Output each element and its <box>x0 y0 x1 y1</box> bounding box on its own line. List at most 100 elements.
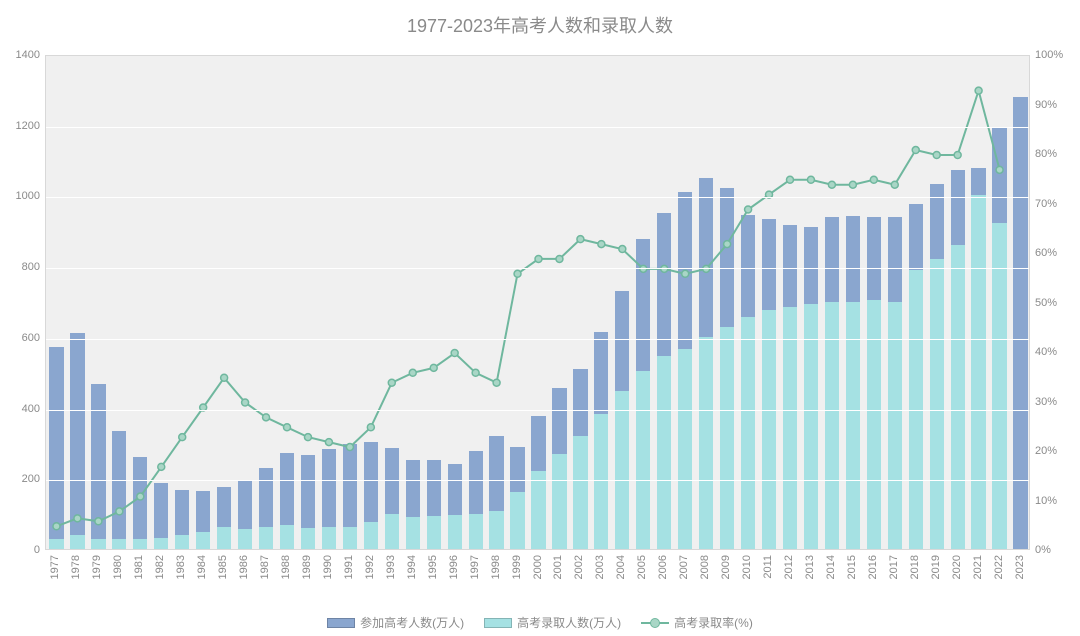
rate-marker <box>388 379 395 386</box>
x-tick-year: 2019 <box>930 555 942 579</box>
x-tick-year: 2022 <box>993 555 1005 579</box>
rate-marker <box>158 463 165 470</box>
rate-marker <box>304 434 311 441</box>
x-tick-year: 1996 <box>448 555 460 579</box>
x-tick-year: 1999 <box>511 555 523 579</box>
x-tick-year: 2008 <box>699 555 711 579</box>
x-tick-year: 2017 <box>888 555 900 579</box>
rate-marker <box>221 374 228 381</box>
rate-marker <box>598 241 605 248</box>
rate-marker <box>891 181 898 188</box>
rate-marker <box>409 369 416 376</box>
rate-line <box>46 56 1029 549</box>
rate-marker <box>284 424 291 431</box>
x-tick-year: 2013 <box>804 555 816 579</box>
rate-marker <box>53 523 60 530</box>
gridline <box>46 197 1029 198</box>
rate-marker <box>807 176 814 183</box>
y-right-tick: 70% <box>1035 198 1075 210</box>
gridline <box>46 410 1029 411</box>
x-tick-year: 2003 <box>594 555 606 579</box>
y-right-tick: 100% <box>1035 49 1075 61</box>
y-right-tick: 60% <box>1035 247 1075 259</box>
y-right-tick: 50% <box>1035 297 1075 309</box>
x-tick-year: 2020 <box>951 555 963 579</box>
x-tick-year: 1980 <box>112 555 124 579</box>
x-tick-year: 1991 <box>343 555 355 579</box>
legend-label-participants: 参加高考人数(万人) <box>360 614 464 631</box>
legend-item-rate: 高考录取率(%) <box>641 614 753 631</box>
rate-line-path <box>57 91 1000 527</box>
rate-marker <box>325 439 332 446</box>
x-tick-year: 2023 <box>1014 555 1026 579</box>
y-left-tick: 600 <box>0 332 40 344</box>
x-tick-year: 2012 <box>783 555 795 579</box>
legend-item-admitted: 高考录取人数(万人) <box>484 614 621 631</box>
chart-title: 1977-2023年高考人数和录取人数 <box>0 12 1080 38</box>
rate-marker <box>724 241 731 248</box>
rate-marker <box>996 166 1003 173</box>
legend-item-participants: 参加高考人数(万人) <box>327 614 464 631</box>
rate-marker <box>367 424 374 431</box>
rate-marker <box>745 206 752 213</box>
x-tick-year: 2001 <box>552 555 564 579</box>
rate-marker <box>179 434 186 441</box>
y-right-tick: 90% <box>1035 99 1075 111</box>
y-right-tick: 10% <box>1035 495 1075 507</box>
x-tick-year: 1993 <box>385 555 397 579</box>
x-tick-year: 2010 <box>741 555 753 579</box>
x-tick-year: 1998 <box>490 555 502 579</box>
rate-marker <box>242 399 249 406</box>
rate-marker <box>619 246 626 253</box>
chart-container: 1977-2023年高考人数和录取人数 参加高考人数(万人) 高考录取人数(万人… <box>0 0 1080 636</box>
y-left-tick: 0 <box>0 544 40 556</box>
rate-marker <box>954 152 961 159</box>
rate-marker <box>346 444 353 451</box>
x-tick-year: 1986 <box>238 555 250 579</box>
y-left-tick: 800 <box>0 261 40 273</box>
x-tick-year: 2014 <box>825 555 837 579</box>
legend-swatch-admitted <box>484 618 512 628</box>
rate-marker <box>849 181 856 188</box>
x-tick-year: 1984 <box>196 555 208 579</box>
rate-marker <box>912 147 919 154</box>
rate-marker <box>556 255 563 262</box>
x-tick-year: 1982 <box>154 555 166 579</box>
rate-marker <box>933 152 940 159</box>
legend-label-rate: 高考录取率(%) <box>674 614 753 631</box>
x-tick-year: 2016 <box>867 555 879 579</box>
x-tick-year: 2009 <box>720 555 732 579</box>
y-right-tick: 30% <box>1035 396 1075 408</box>
y-right-tick: 0% <box>1035 544 1075 556</box>
gridline <box>46 339 1029 340</box>
y-left-tick: 1400 <box>0 49 40 61</box>
x-tick-year: 1981 <box>133 555 145 579</box>
x-tick-year: 1988 <box>280 555 292 579</box>
x-tick-year: 2015 <box>846 555 858 579</box>
rate-marker <box>828 181 835 188</box>
gridline <box>46 480 1029 481</box>
rate-marker <box>786 176 793 183</box>
rate-marker <box>577 236 584 243</box>
x-tick-year: 2004 <box>615 555 627 579</box>
x-tick-year: 1985 <box>217 555 229 579</box>
x-tick-year: 1983 <box>175 555 187 579</box>
x-tick-year: 1978 <box>70 555 82 579</box>
legend-label-admitted: 高考录取人数(万人) <box>517 614 621 631</box>
rate-marker <box>535 255 542 262</box>
x-tick-year: 1987 <box>259 555 271 579</box>
x-tick-year: 2002 <box>573 555 585 579</box>
y-left-tick: 1000 <box>0 190 40 202</box>
legend-swatch-participants <box>327 618 355 628</box>
legend: 参加高考人数(万人) 高考录取人数(万人) 高考录取率(%) <box>0 614 1080 631</box>
x-tick-year: 1994 <box>406 555 418 579</box>
rate-marker <box>95 518 102 525</box>
rate-marker <box>116 508 123 515</box>
legend-line-icon <box>641 617 669 629</box>
rate-marker <box>870 176 877 183</box>
rate-marker <box>137 493 144 500</box>
rate-marker <box>682 270 689 277</box>
y-right-tick: 80% <box>1035 148 1075 160</box>
y-left-tick: 1200 <box>0 120 40 132</box>
plot-area <box>45 55 1030 550</box>
